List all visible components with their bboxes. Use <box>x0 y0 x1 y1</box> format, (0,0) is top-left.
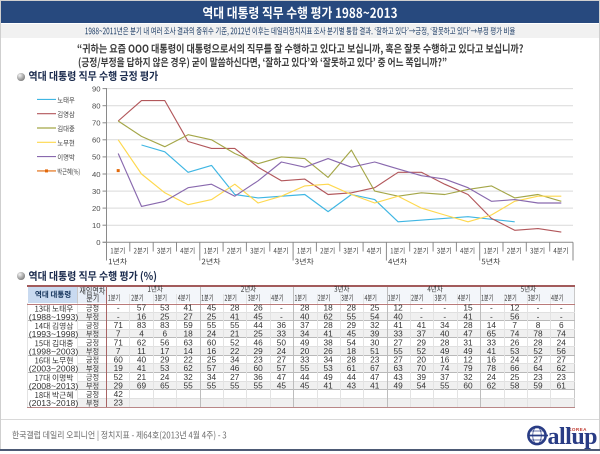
svg-text:40: 40 <box>92 170 101 179</box>
svg-text:KOREA: KOREA <box>568 427 587 432</box>
svg-text:60: 60 <box>92 136 101 145</box>
svg-text:80: 80 <box>92 102 101 111</box>
svg-text:50: 50 <box>92 153 101 162</box>
svg-text:0: 0 <box>96 238 100 247</box>
svg-text:allup: allup <box>548 424 598 449</box>
svg-text:90: 90 <box>92 85 101 93</box>
svg-text:30: 30 <box>92 187 101 196</box>
svg-text:10: 10 <box>92 221 101 230</box>
svg-text:70: 70 <box>92 119 101 128</box>
svg-text:20: 20 <box>92 204 101 213</box>
